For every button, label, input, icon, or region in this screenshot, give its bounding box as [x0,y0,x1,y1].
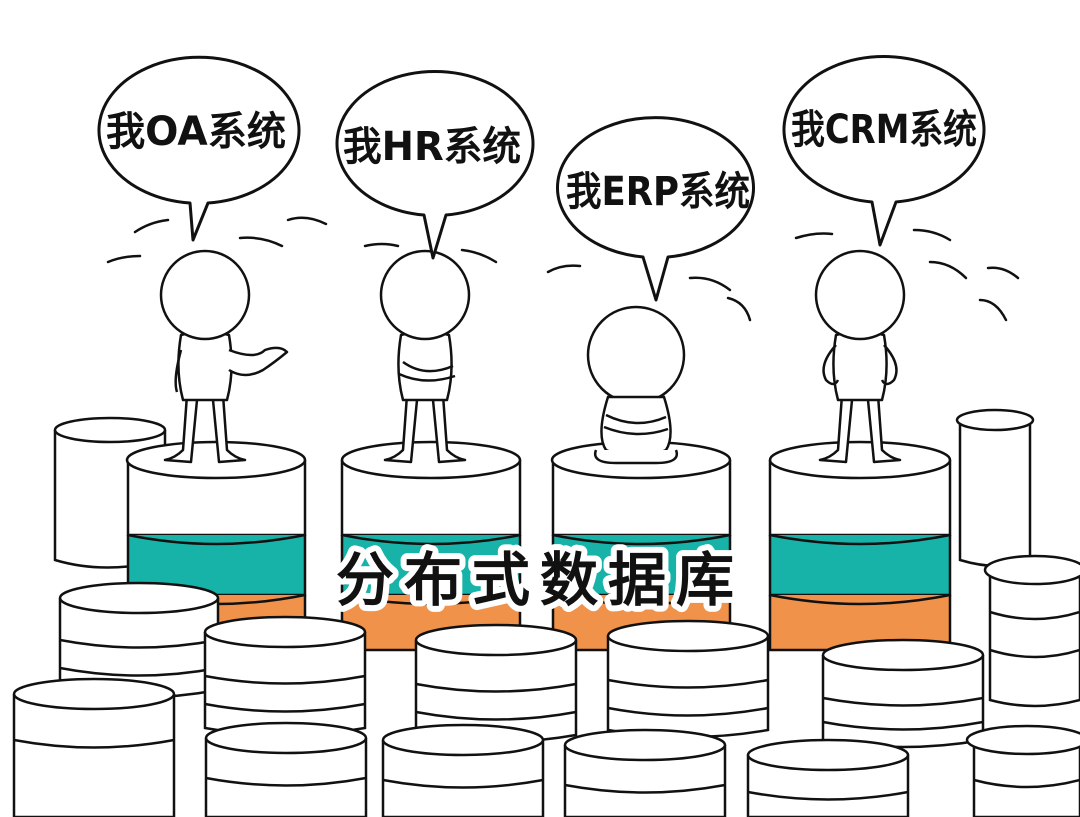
motion-lines [106,216,1020,322]
title-distributed-database: 分布式数据库 [336,546,744,614]
figure-oa [159,249,289,464]
speech-bubbles [97,55,986,302]
figure-hr [379,249,471,464]
foreground-drums [12,554,1080,817]
database-pillar-4 [768,440,952,652]
bubble-text-hr: 我HR系统 [343,124,521,170]
figure-crm [814,249,906,464]
database-pillar-2 [340,440,522,652]
figure-erp [586,305,686,465]
bubble-text-crm: 我CRM系统 [791,107,977,153]
bubble-text-oa: 我OA系统 [106,109,286,155]
bubble-text-erp: 我ERP系统 [566,169,750,215]
